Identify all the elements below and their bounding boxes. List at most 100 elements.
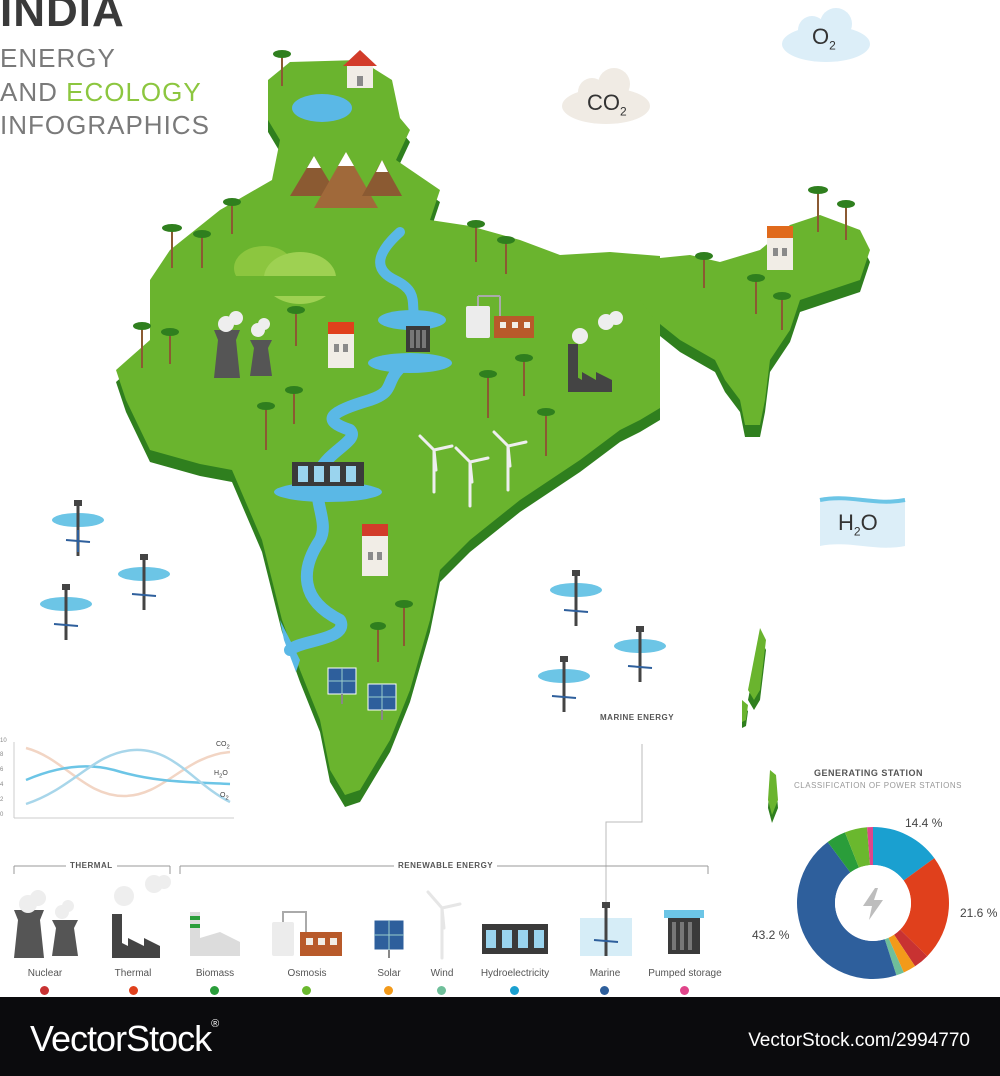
pie-slice-label: 43.2 % — [752, 928, 790, 942]
y-tick: 2 — [0, 797, 4, 803]
pumped-storage-icon — [664, 910, 704, 954]
palm-tree-icon — [370, 622, 386, 662]
pie-slice-pumped-storage — [867, 827, 873, 866]
marine-turbine-icon — [538, 656, 590, 712]
generating-station-subtitle: CLASSIFICATION OF POWER STATIONS — [794, 781, 963, 790]
house-icon — [767, 226, 793, 270]
solar-panel-icon — [373, 919, 405, 958]
marine-energy-label: MARINE ENERGY — [600, 713, 675, 722]
palm-tree-icon — [161, 328, 179, 364]
palm-trees — [133, 50, 855, 662]
house-icon — [328, 322, 354, 368]
reservoir — [378, 310, 446, 330]
legend-label-thermal: Thermal — [114, 968, 152, 979]
palm-tree-icon — [695, 252, 713, 288]
pie-slice-solar — [888, 934, 916, 973]
solar-panel-icon — [327, 667, 357, 704]
marine-turbine-icon — [614, 626, 666, 682]
legend-label-hydroelectricity: Hydroelectricity — [480, 968, 550, 979]
pie-slice-hydroelectricity — [873, 827, 935, 881]
legend-dot-marine — [600, 986, 609, 995]
reservoir — [274, 482, 382, 502]
legend-dot-pumped-storage — [680, 986, 689, 995]
marine-turbine-icon — [40, 584, 92, 640]
page-title: INDIA — [0, 0, 125, 36]
co2-cloud-icon — [562, 68, 650, 124]
palm-tree-icon — [193, 230, 211, 268]
legend-label-marine: Marine — [589, 968, 621, 979]
pie-slice-thermal — [900, 858, 949, 957]
palm-tree-icon — [837, 200, 855, 240]
biomass-plant-icon — [190, 912, 240, 956]
h2o-series-label: H2O — [214, 770, 228, 780]
title-energy: ENERGY — [0, 43, 116, 73]
palm-tree-icon — [479, 370, 497, 418]
h2o-wave-icon — [820, 496, 905, 548]
legend-label-nuclear: Nuclear — [27, 968, 63, 979]
palm-tree-icon — [285, 386, 303, 424]
hills-icon — [220, 246, 340, 304]
india-map-surface — [116, 60, 870, 815]
legend-label-wind: Wind — [430, 968, 454, 979]
marine-turbine-icon — [52, 500, 104, 556]
reservoir — [368, 353, 452, 373]
legend-dot-biomass — [210, 986, 219, 995]
pie-slice-label: 21.6 % — [960, 906, 998, 920]
palm-tree-icon — [808, 186, 828, 232]
h2o-series-line — [25, 765, 231, 786]
y-tick: 8 — [0, 752, 4, 758]
thermal-plant-icon — [112, 875, 171, 958]
nuclear-plant-icon — [14, 890, 78, 958]
palm-tree-icon — [747, 274, 765, 314]
marine-connector-line — [605, 744, 643, 902]
palm-tree-icon — [537, 408, 555, 456]
india-map — [40, 8, 906, 902]
legend-label-solar: Solar — [377, 968, 401, 979]
pumped-storage-icon — [406, 326, 430, 352]
palm-tree-icon — [515, 354, 533, 396]
legend-dot-solar — [384, 986, 393, 995]
co2-label: CO2 — [587, 90, 627, 119]
y-tick: 0 — [0, 812, 4, 818]
legend-dot-wind — [437, 986, 446, 995]
legend-dot-nuclear — [40, 986, 49, 995]
wind-turbine-icon — [492, 430, 528, 492]
h2o-label: H2O — [838, 510, 878, 539]
palm-tree-icon — [257, 402, 275, 450]
osmosis-plant-icon — [272, 911, 342, 956]
ecology-line-chart — [13, 742, 234, 819]
palm-tree-icon — [273, 50, 291, 86]
wind-turbine-icon — [418, 434, 454, 494]
marine-turbine-icon — [550, 570, 602, 626]
co2-series-label: CO2 — [216, 741, 230, 751]
house-icon — [362, 524, 388, 576]
palm-tree-icon — [773, 292, 791, 330]
y-tick: 10 — [0, 738, 7, 744]
legend-label-biomass: Biomass — [195, 968, 235, 979]
wind-turbines — [418, 430, 528, 508]
o2-label: O2 — [812, 24, 836, 53]
legend-icons — [14, 875, 704, 960]
title-and-ecology: AND ECOLOGY — [0, 77, 202, 107]
wind-turbine-icon — [426, 890, 462, 960]
legend-dot-hydroelectricity — [510, 986, 519, 995]
legend-label-pumped-storage: Pumped storage — [648, 968, 722, 979]
o2-cloud-icon — [782, 8, 870, 62]
thermal-plant-icon — [568, 311, 623, 392]
title-infographics: INFOGRAPHICS — [0, 110, 210, 140]
renewable-group-label: RENEWABLE ENERGY — [394, 861, 498, 870]
palm-tree-icon — [287, 306, 305, 346]
palm-tree-icon — [133, 322, 151, 368]
pie-slice-label: 14.4 % — [905, 816, 943, 830]
pie-slice-osmosis — [844, 827, 871, 868]
footer-image-id: VectorStock.com/2994770 — [748, 1030, 970, 1051]
hydro-dam-icon — [482, 924, 548, 954]
generating-station-title: GENERATING STATION — [814, 768, 923, 778]
pie-slice-wind — [884, 937, 904, 976]
palm-tree-icon — [467, 220, 485, 262]
y-tick: 4 — [0, 782, 4, 788]
palm-tree-icon — [395, 600, 413, 646]
marine-turbines — [40, 500, 666, 712]
pie-slice-biomass — [827, 832, 859, 873]
osmosis-plant-icon — [466, 295, 534, 338]
